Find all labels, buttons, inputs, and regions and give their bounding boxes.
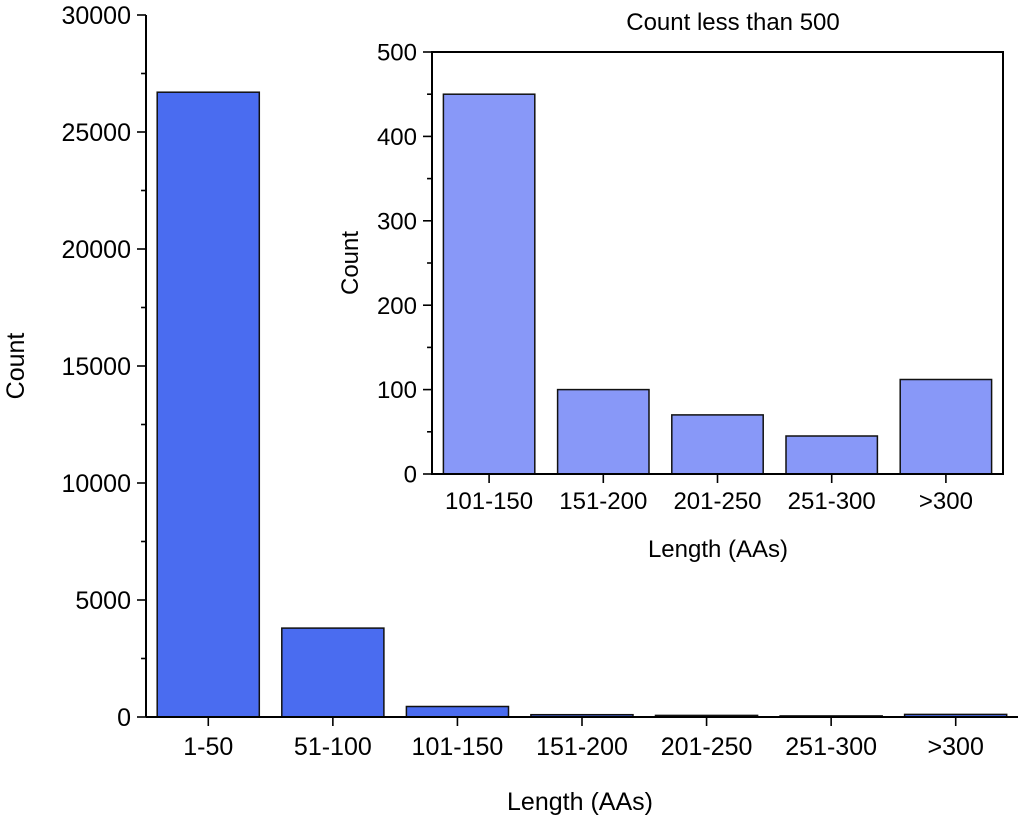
inset-y-tick-label-4: 400 (377, 124, 417, 151)
inset-y-tick-label-5: 500 (377, 40, 417, 67)
inset-y-tick-label-3: 300 (377, 208, 417, 235)
main-x-tick-label-3: 151-200 (536, 733, 628, 761)
inset-frame (431, 51, 1004, 475)
inset-y-tick-label-1: 100 (377, 377, 417, 404)
main-x-tick-label-6: >300 (928, 733, 984, 761)
main-x-tick-label-1: 51-100 (294, 733, 372, 761)
main-y-tick-label-5: 25000 (61, 119, 131, 147)
main-y-tick-label-3: 15000 (61, 353, 131, 381)
main-x-tick-label-4: 201-250 (661, 733, 753, 761)
inset-chart-title: Count less than 500 (626, 9, 839, 36)
main-axes: 1-50 51-100 101-150 151-200 201-250 251-300 >3… (61, 2, 1018, 761)
inset-bar-4 (899, 378, 993, 475)
inset-axes: 101-150 151-200 201-250 251-300 >300 0 100 200 3… (377, 40, 1004, 515)
inset-bars (442, 93, 993, 475)
main-y-axis-title: Count (2, 333, 30, 400)
inset-x-tick-label-4: >300 (919, 488, 973, 515)
main-bar-2 (405, 705, 510, 718)
inset-x-axis-title: Length (AAs) (648, 536, 788, 563)
inset-x-tick-label-2: 201-250 (673, 488, 761, 515)
main-x-tick-label-2: 101-150 (412, 733, 504, 761)
main-bar-0 (156, 91, 261, 718)
inset-bar-1 (556, 388, 650, 475)
main-y-tick-label-0: 0 (117, 704, 131, 732)
inset-x-tick-label-1: 151-200 (559, 488, 647, 515)
inset-x-tick-label-0: 101-150 (445, 488, 533, 515)
main-bar-1 (281, 627, 385, 718)
inset-bar-0 (442, 93, 536, 475)
main-y-tick-label-1: 5000 (75, 587, 131, 615)
inset-bar-2 (671, 414, 764, 475)
main-x-tick-label-5: 251-300 (785, 733, 877, 761)
main-x-axis-title: Length (AAs) (507, 788, 653, 816)
inset-bar-chart: 101-150 151-200 201-250 251-300 >300 0 100 200 3… (337, 9, 1004, 563)
inset-x-tick-label-3: 251-300 (788, 488, 876, 515)
main-y-tick-label-4: 20000 (61, 236, 131, 264)
main-y-tick-label-6: 30000 (61, 2, 131, 30)
main-y-tick-label-2: 10000 (61, 470, 131, 498)
inset-y-tick-label-0: 0 (404, 462, 417, 489)
main-x-tick-label-0: 1-50 (183, 733, 233, 761)
inset-y-tick-label-2: 200 (377, 293, 417, 320)
inset-y-axis-title: Count (337, 231, 364, 295)
inset-bar-3 (785, 435, 879, 475)
